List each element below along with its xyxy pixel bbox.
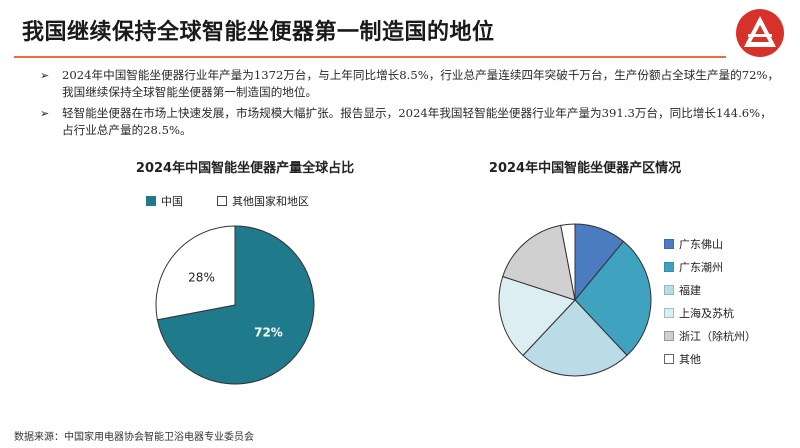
- legend-item: 浙江（除杭州）: [664, 324, 756, 347]
- legend-label: 广东潮州: [679, 260, 723, 274]
- legend-swatch: [664, 330, 674, 341]
- legend-item: 福建: [664, 278, 756, 301]
- pie-slice-1: [155, 225, 236, 321]
- chart1-pie: 72% 28%: [155, 225, 315, 385]
- data-source: 数据来源：中国家用电器协会智能卫浴电器专业委员会: [14, 432, 254, 443]
- bullet-item: ➢ 轻智能坐便器在市场上快速发展，市场规模大幅扩张。报告显示，2024年我国轻智…: [40, 105, 780, 139]
- legend-swatch: [664, 238, 674, 249]
- pie-data-label-1: 28%: [188, 270, 215, 284]
- legend-swatch: [664, 353, 674, 364]
- chart1-legend: 中国 其他国家和地区: [146, 193, 309, 209]
- page-title: 我国继续保持全球智能坐便器第一制造国的地位: [22, 20, 495, 45]
- pie-slice-0: [156, 225, 315, 385]
- bullet-text: 2024年中国智能坐便器行业年产量为1372万台，与上年同比增长8.5%，行业总…: [62, 68, 780, 99]
- pie-slice-5: [560, 223, 576, 301]
- pie-slice-3: [498, 275, 576, 357]
- brand-logo: [736, 9, 784, 57]
- legend-swatch: [664, 284, 674, 295]
- chart2-pie: [498, 223, 652, 377]
- chart2-title: 2024年中国智能坐便器产区情况: [488, 161, 682, 176]
- bullet-text: 轻智能坐便器在市场上快速发展，市场规模大幅扩张。报告显示，2024年我国轻智能坐…: [62, 106, 772, 137]
- pie-data-label-0: 72%: [254, 326, 283, 340]
- chart1-title: 2024年中国智能坐便器产量全球占比: [135, 161, 355, 176]
- legend-label: 其他: [679, 352, 701, 366]
- legend-label: 其他国家和地区: [232, 195, 309, 208]
- chart2-legend: 广东佛山 广东潮州 福建 上海及苏杭 浙江（除杭州） 其他: [664, 232, 756, 370]
- arrow-bullet-icon: ➢: [40, 107, 50, 120]
- logo-triangle-inner: [751, 25, 769, 42]
- legend-label: 浙江（除杭州）: [679, 329, 756, 343]
- pie-slice-2: [522, 299, 628, 377]
- legend-item: 广东佛山: [664, 232, 756, 255]
- pie-slice-1: [574, 240, 652, 357]
- legend-item: 上海及苏杭: [664, 301, 756, 324]
- legend-label: 福建: [679, 283, 701, 297]
- arrow-bullet-icon: ➢: [40, 69, 50, 82]
- legend-item: 中国: [146, 193, 183, 209]
- legend-swatch: [217, 196, 227, 206]
- legend-swatch: [146, 196, 156, 206]
- title-divider: [14, 56, 726, 58]
- logo-bar: [748, 34, 772, 37]
- legend-label: 上海及苏杭: [679, 306, 734, 320]
- legend-item: 广东潮州: [664, 255, 756, 278]
- pie-slice-4: [502, 224, 576, 301]
- legend-label: 广东佛山: [679, 237, 723, 251]
- legend-item: 其他国家和地区: [217, 193, 309, 209]
- legend-swatch: [664, 307, 674, 318]
- summary-bullets: ➢ 2024年中国智能坐便器行业年产量为1372万台，与上年同比增长8.5%，行…: [40, 67, 780, 143]
- legend-swatch: [664, 261, 674, 272]
- legend-item: 其他: [664, 347, 756, 370]
- bullet-item: ➢ 2024年中国智能坐便器行业年产量为1372万台，与上年同比增长8.5%，行…: [40, 67, 780, 101]
- legend-label: 中国: [161, 195, 183, 208]
